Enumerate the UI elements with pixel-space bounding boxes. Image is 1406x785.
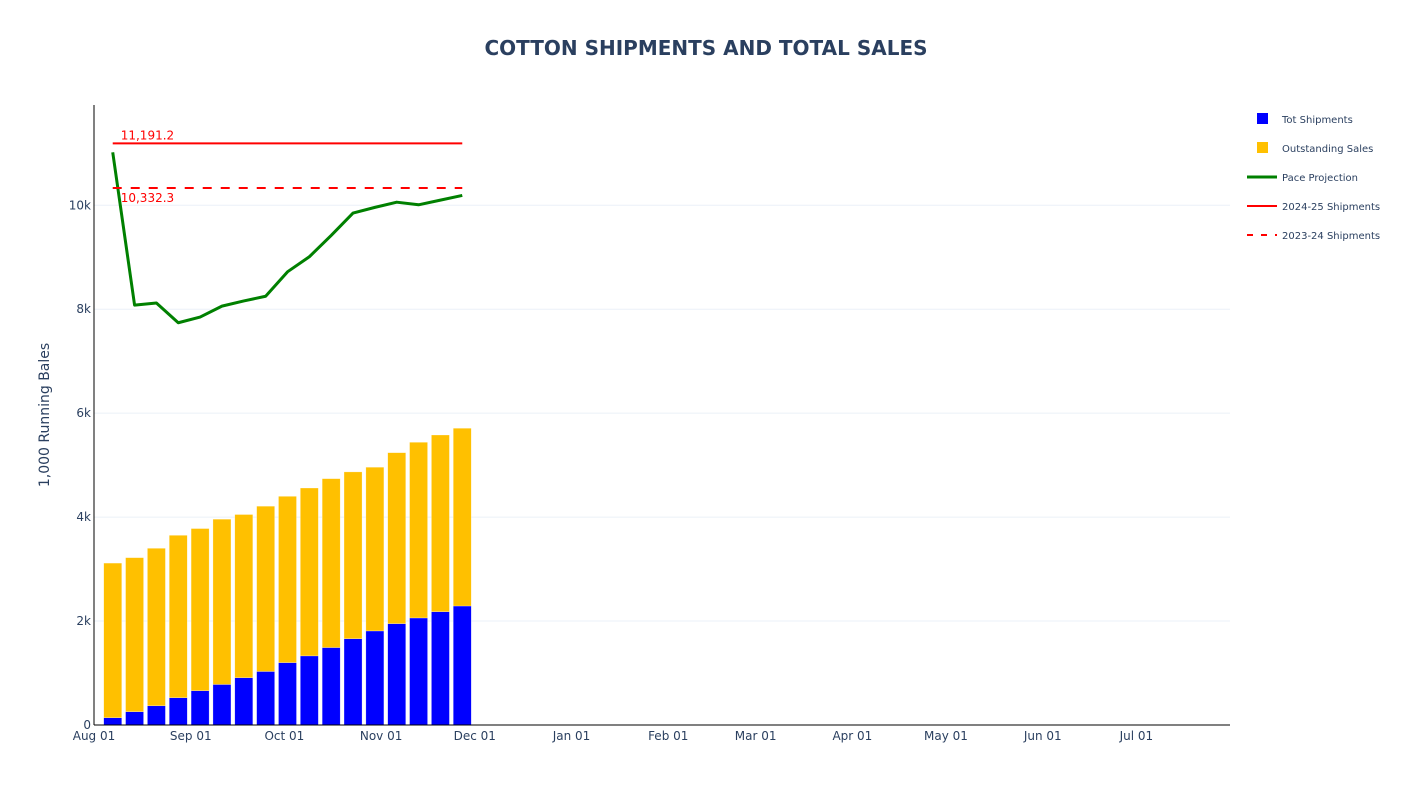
y-tick-label: 0 (83, 718, 91, 732)
legend-label: 2023-24 Shipments (1282, 231, 1380, 242)
bar-outstanding-sales (300, 487, 319, 657)
bar-outstanding-sales (278, 496, 297, 663)
bar-tot-shipments (190, 690, 210, 726)
legend-label: 2024-25 Shipments (1282, 202, 1380, 213)
y-tick-label: 8k (76, 302, 91, 316)
bar-tot-shipments (256, 671, 275, 726)
x-tick-label: Jan 01 (552, 729, 591, 743)
pace-projection-line (111, 152, 463, 325)
x-tick-label: Jul 01 (1119, 729, 1154, 743)
x-tick-label: May 01 (924, 729, 968, 743)
bars (103, 428, 472, 726)
legend-swatch (1257, 113, 1268, 124)
x-tick-label: Sep 01 (170, 729, 212, 743)
bar-outstanding-sales (125, 557, 144, 712)
y-tick-label: 2k (76, 614, 91, 628)
bar-tot-shipments (365, 630, 385, 726)
legend-item[interactable]: Tot Shipments (1257, 113, 1353, 126)
bar-outstanding-sales (190, 528, 210, 691)
x-tick-label: Dec 01 (454, 729, 496, 743)
bar-tot-shipments (147, 705, 166, 726)
bar-outstanding-sales (409, 442, 428, 619)
bar-tot-shipments (169, 697, 188, 726)
legend-item[interactable]: 2023-24 Shipments (1247, 231, 1380, 242)
legend-swatch (1257, 142, 1268, 153)
bar-tot-shipments (343, 638, 363, 726)
bar-outstanding-sales (256, 505, 275, 672)
bar-tot-shipments (409, 617, 428, 726)
annotations: 11,191.2 10,332.3 (121, 128, 174, 205)
bar-tot-shipments (431, 611, 450, 726)
annotation-label: 11,191.2 (121, 128, 174, 142)
bar-tot-shipments (212, 684, 232, 726)
bar-outstanding-sales (169, 535, 188, 698)
x-tick-label: Jun 01 (1023, 729, 1062, 743)
axes (93, 105, 1230, 726)
y-axis-label: 1,000 Running Bales (37, 343, 53, 487)
bar-outstanding-sales (212, 518, 232, 685)
bar-outstanding-sales (147, 548, 166, 707)
bar-outstanding-sales (365, 466, 385, 632)
x-tick-label: Apr 01 (832, 729, 872, 743)
bar-outstanding-sales (234, 514, 254, 678)
annotation-label: 10,332.3 (121, 191, 174, 205)
legend-label: Pace Projection (1282, 173, 1358, 184)
legend-item[interactable]: Outstanding Sales (1257, 142, 1373, 155)
y-ticks: 0 2k 4k 6k 8k 10k (69, 198, 91, 732)
y-tick-label: 6k (76, 406, 91, 420)
bar-outstanding-sales (103, 562, 122, 718)
y-tick-label: 4k (76, 510, 91, 524)
x-tick-label: Feb 01 (648, 729, 688, 743)
bar-tot-shipments (321, 647, 341, 726)
legend-label: Outstanding Sales (1282, 144, 1373, 155)
bar-tot-shipments (125, 711, 144, 726)
x-tick-label: Oct 01 (264, 729, 304, 743)
bar-tot-shipments (234, 677, 254, 726)
chart-title: COTTON SHIPMENTS AND TOTAL SALES (484, 36, 927, 60)
x-tick-label: Nov 01 (360, 729, 403, 743)
bar-tot-shipments (103, 717, 122, 726)
x-tick-label: Mar 01 (735, 729, 777, 743)
legend-label: Tot Shipments (1281, 115, 1353, 126)
lines (111, 142, 463, 325)
x-tick-label: Aug 01 (73, 729, 116, 743)
bar-tot-shipments (278, 662, 297, 726)
legend-item[interactable]: Pace Projection (1247, 173, 1358, 184)
x-ticks: Aug 01 Sep 01 Oct 01 Nov 01 Dec 01 Jan 01 Feb … (73, 729, 1153, 743)
bar-tot-shipments (453, 605, 472, 726)
bar-outstanding-sales (387, 452, 406, 624)
legend[interactable]: Tot Shipments Outstanding Sales Pace Proje… (1247, 113, 1380, 242)
bar-tot-shipments (300, 655, 319, 726)
legend-item[interactable]: 2024-25 Shipments (1247, 202, 1380, 213)
bar-outstanding-sales (321, 478, 341, 648)
bar-outstanding-sales (343, 471, 363, 639)
bar-outstanding-sales (453, 428, 472, 607)
y-tick-label: 10k (69, 198, 91, 212)
bar-tot-shipments (387, 623, 406, 726)
bar-outstanding-sales (431, 434, 450, 612)
